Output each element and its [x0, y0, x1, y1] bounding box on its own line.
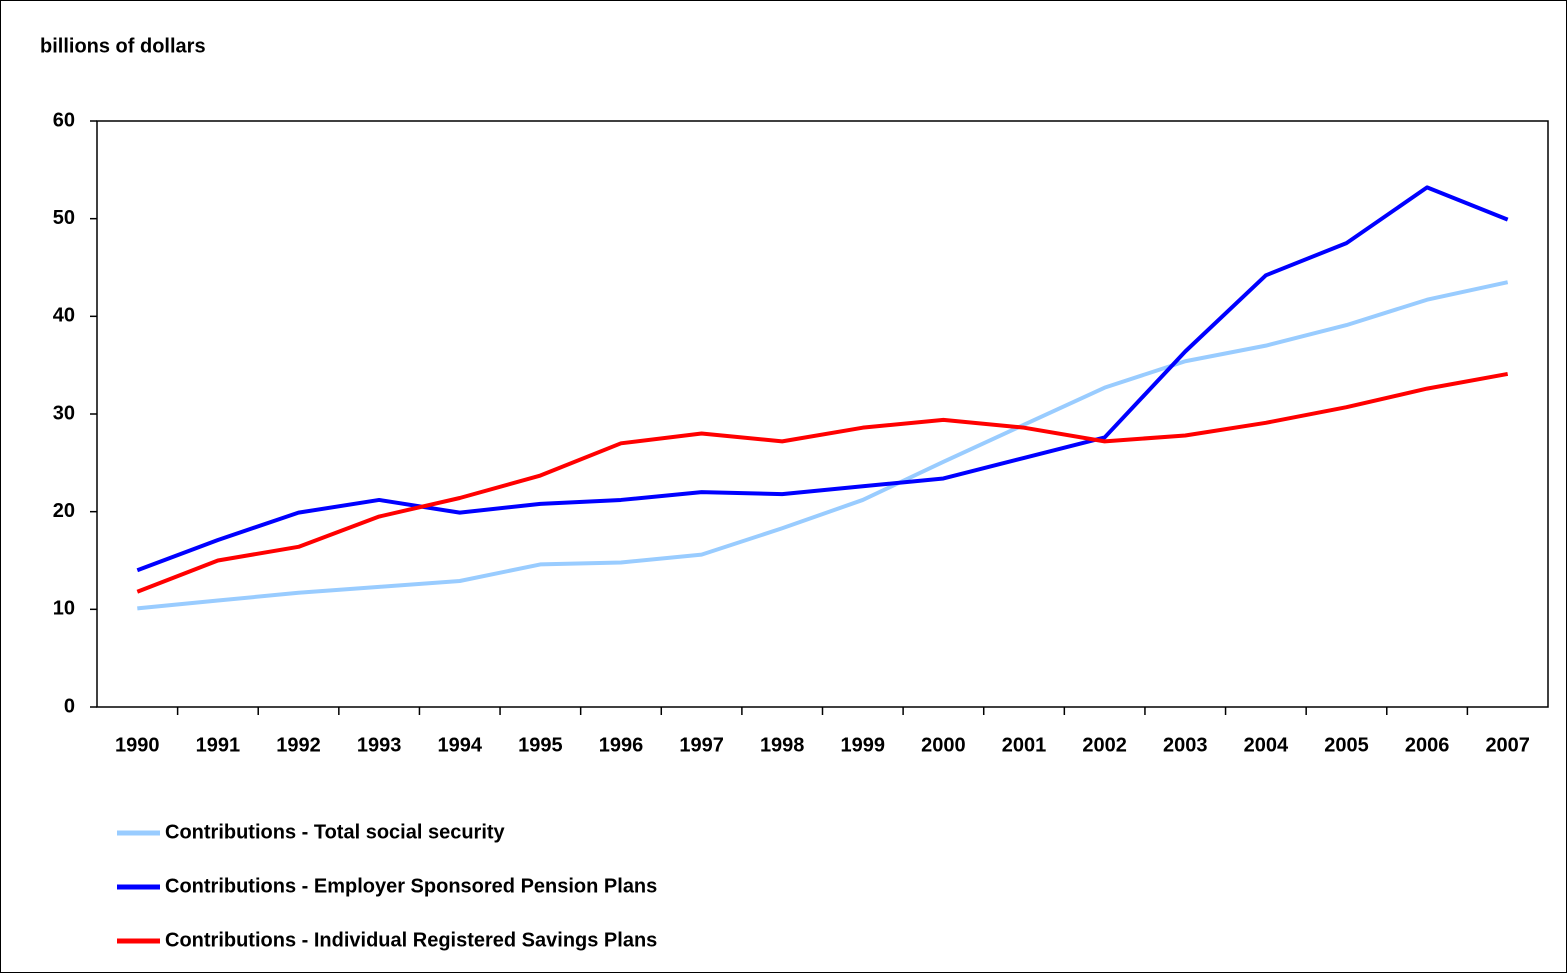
x-tick-label: 1992	[276, 734, 321, 756]
x-tick-label: 2007	[1485, 734, 1530, 756]
x-tick-label: 1997	[679, 734, 724, 756]
x-tick-label: 1996	[599, 734, 644, 756]
x-tick-label: 2002	[1082, 734, 1127, 756]
x-tick-label: 1993	[357, 734, 402, 756]
x-tick-label: 2003	[1163, 734, 1208, 756]
x-tick-label: 1999	[841, 734, 886, 756]
y-axis-label: billions of dollars	[40, 35, 206, 57]
x-tick-label: 2006	[1405, 734, 1450, 756]
y-tick-label: 10	[53, 598, 75, 620]
x-tick-label: 2000	[921, 734, 966, 756]
x-tick-label: 2001	[1002, 734, 1047, 756]
x-tick-label: 2004	[1244, 734, 1289, 756]
series-line	[137, 280, 1509, 611]
legend-label: Contributions - Individual Registered Sa…	[165, 929, 657, 951]
x-tick-label: 1998	[760, 734, 805, 756]
series-line	[136, 185, 1509, 573]
y-tick-label: 50	[53, 207, 75, 229]
x-tick-label: 1995	[518, 734, 563, 756]
y-tick-label: 40	[53, 305, 75, 327]
y-tick-label: 30	[53, 402, 75, 424]
x-tick-label: 1991	[196, 734, 241, 756]
x-tick-label: 1990	[115, 734, 160, 756]
x-tick-label: 2005	[1324, 734, 1369, 756]
legend-label: Contributions - Total social security	[165, 821, 506, 843]
series-line	[136, 371, 1509, 594]
legend-label: Contributions - Employer Sponsored Pensi…	[165, 875, 657, 897]
x-tick-label: 1994	[438, 734, 483, 756]
y-tick-label: 60	[53, 109, 75, 131]
y-tick-label: 0	[64, 695, 75, 717]
y-tick-label: 20	[53, 500, 75, 522]
